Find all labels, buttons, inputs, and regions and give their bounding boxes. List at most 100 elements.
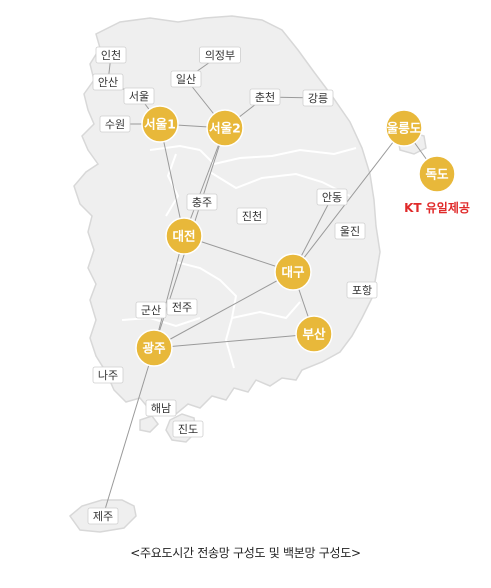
city-ilsan: 일산 <box>170 70 202 88</box>
city-chuncheon: 춘천 <box>249 88 281 106</box>
city-jeonju: 전주 <box>166 298 198 316</box>
city-suwon: 수원 <box>99 115 131 133</box>
city-label: 인천 <box>101 48 121 62</box>
hub-label: 서울2 <box>209 121 241 136</box>
city-tag-box <box>170 70 202 88</box>
region-boundary <box>149 144 201 151</box>
city-tag-box <box>95 46 127 64</box>
city-label: 진도 <box>178 423 198 436</box>
hub-label: 대전 <box>172 229 195 244</box>
city-label: 나주 <box>98 369 118 382</box>
city-tag-box <box>123 87 155 105</box>
city-chungju: 충주 <box>186 193 218 211</box>
hub-circle <box>141 105 179 143</box>
city-seoul: 서울 <box>123 87 155 105</box>
hub-circle <box>418 155 456 193</box>
city-jeju: 제주 <box>87 507 119 525</box>
hub-circle <box>295 315 333 353</box>
haenam-island <box>139 415 159 433</box>
city-label: 전주 <box>172 301 192 314</box>
city-tag-box <box>316 188 348 206</box>
city-tag-box <box>186 193 218 211</box>
hub-circle <box>135 329 173 367</box>
route-daejeon-daegu <box>183 235 294 273</box>
hub-label: 독도 <box>425 167 449 182</box>
city-tag-box <box>346 281 378 299</box>
route-seoul1-daejeon <box>159 123 185 237</box>
city-tag-box <box>334 222 366 240</box>
city-label: 일산 <box>176 72 196 86</box>
city-tag-box <box>145 399 177 417</box>
kt-exclusive-note: KT 유일제공 <box>404 201 470 215</box>
city-ansan: 안산 <box>92 73 124 91</box>
city-tag-box <box>99 115 131 133</box>
city-tag-box <box>172 420 204 438</box>
city-andong: 안동 <box>316 188 348 206</box>
route-gwangju-daegu <box>153 271 294 349</box>
city-label: 안산 <box>98 76 118 89</box>
route-gwangju-jeju <box>102 347 155 517</box>
hub-gwangju: 광주 <box>135 329 173 367</box>
city-label: 안동 <box>322 191 342 204</box>
city-naju: 나주 <box>92 366 124 384</box>
hub-seoul2: 서울2 <box>206 109 244 147</box>
hub-label: 대구 <box>281 265 305 280</box>
city-label: 해남 <box>151 401 171 415</box>
hub-dokdo: 독도 <box>418 155 456 193</box>
region-boundary <box>209 171 351 197</box>
city-label: 충주 <box>192 196 212 209</box>
city-uljin: 울진 <box>334 222 366 240</box>
hub-label: 광주 <box>142 341 166 356</box>
city-incheon: 인천 <box>95 46 127 64</box>
city-jincheon: 진천 <box>236 207 268 225</box>
hub-daejeon: 대전 <box>165 217 203 255</box>
route-gwangju-busan <box>153 333 315 349</box>
city-label: 강릉 <box>308 92 328 105</box>
city-tag-box <box>87 507 119 525</box>
city-tag-box <box>92 366 124 384</box>
hub-circle <box>206 109 244 147</box>
city-gangneung: 강릉 <box>302 89 334 107</box>
city-label: 제주 <box>93 510 113 523</box>
city-label: 울진 <box>340 225 360 238</box>
route-daejeon-gwangju <box>153 235 185 349</box>
hub-ulleungdo: 울릉도 <box>385 109 423 147</box>
hub-circle <box>165 217 203 255</box>
city-tag-box <box>249 88 281 106</box>
city-uijeongbu: 의정부 <box>199 46 241 64</box>
map-caption: <주요도시간 전송망 구성도 및 백본망 구성도> <box>130 546 361 560</box>
city-label: 군산 <box>141 304 161 317</box>
city-tag-box <box>166 298 198 316</box>
hub-circle <box>274 253 312 291</box>
hub-label: 서울1 <box>144 117 176 132</box>
city-tag-box <box>302 89 334 107</box>
city-tag-box <box>92 73 124 91</box>
region-boundary <box>224 317 235 369</box>
city-label: 수원 <box>105 118 125 131</box>
city-label: 의정부 <box>205 49 235 62</box>
region-boundary <box>231 301 301 320</box>
hub-label: 울릉도 <box>387 121 422 136</box>
city-tag-box <box>199 46 241 64</box>
route-ulleungdo-daegu <box>292 127 405 273</box>
city-pohang: 포항 <box>346 281 378 299</box>
hub-daegu: 대구 <box>274 253 312 291</box>
city-label: 진천 <box>242 209 262 223</box>
city-jindo: 진도 <box>172 420 204 438</box>
city-gunsan: 군산 <box>135 301 167 319</box>
region-boundary <box>121 316 201 328</box>
hub-busan: 부산 <box>295 315 333 353</box>
hub-label: 부산 <box>302 327 326 342</box>
hub-circle <box>385 109 423 147</box>
city-label: 서울 <box>129 90 149 103</box>
city-label: 포항 <box>352 284 372 297</box>
city-haenam: 해남 <box>145 399 177 417</box>
route-seoul2-daejeon <box>183 127 226 237</box>
city-label: 춘천 <box>255 90 275 104</box>
region-boundary <box>199 147 357 166</box>
hub-seoul1: 서울1 <box>141 105 179 143</box>
city-tag-box <box>135 301 167 319</box>
